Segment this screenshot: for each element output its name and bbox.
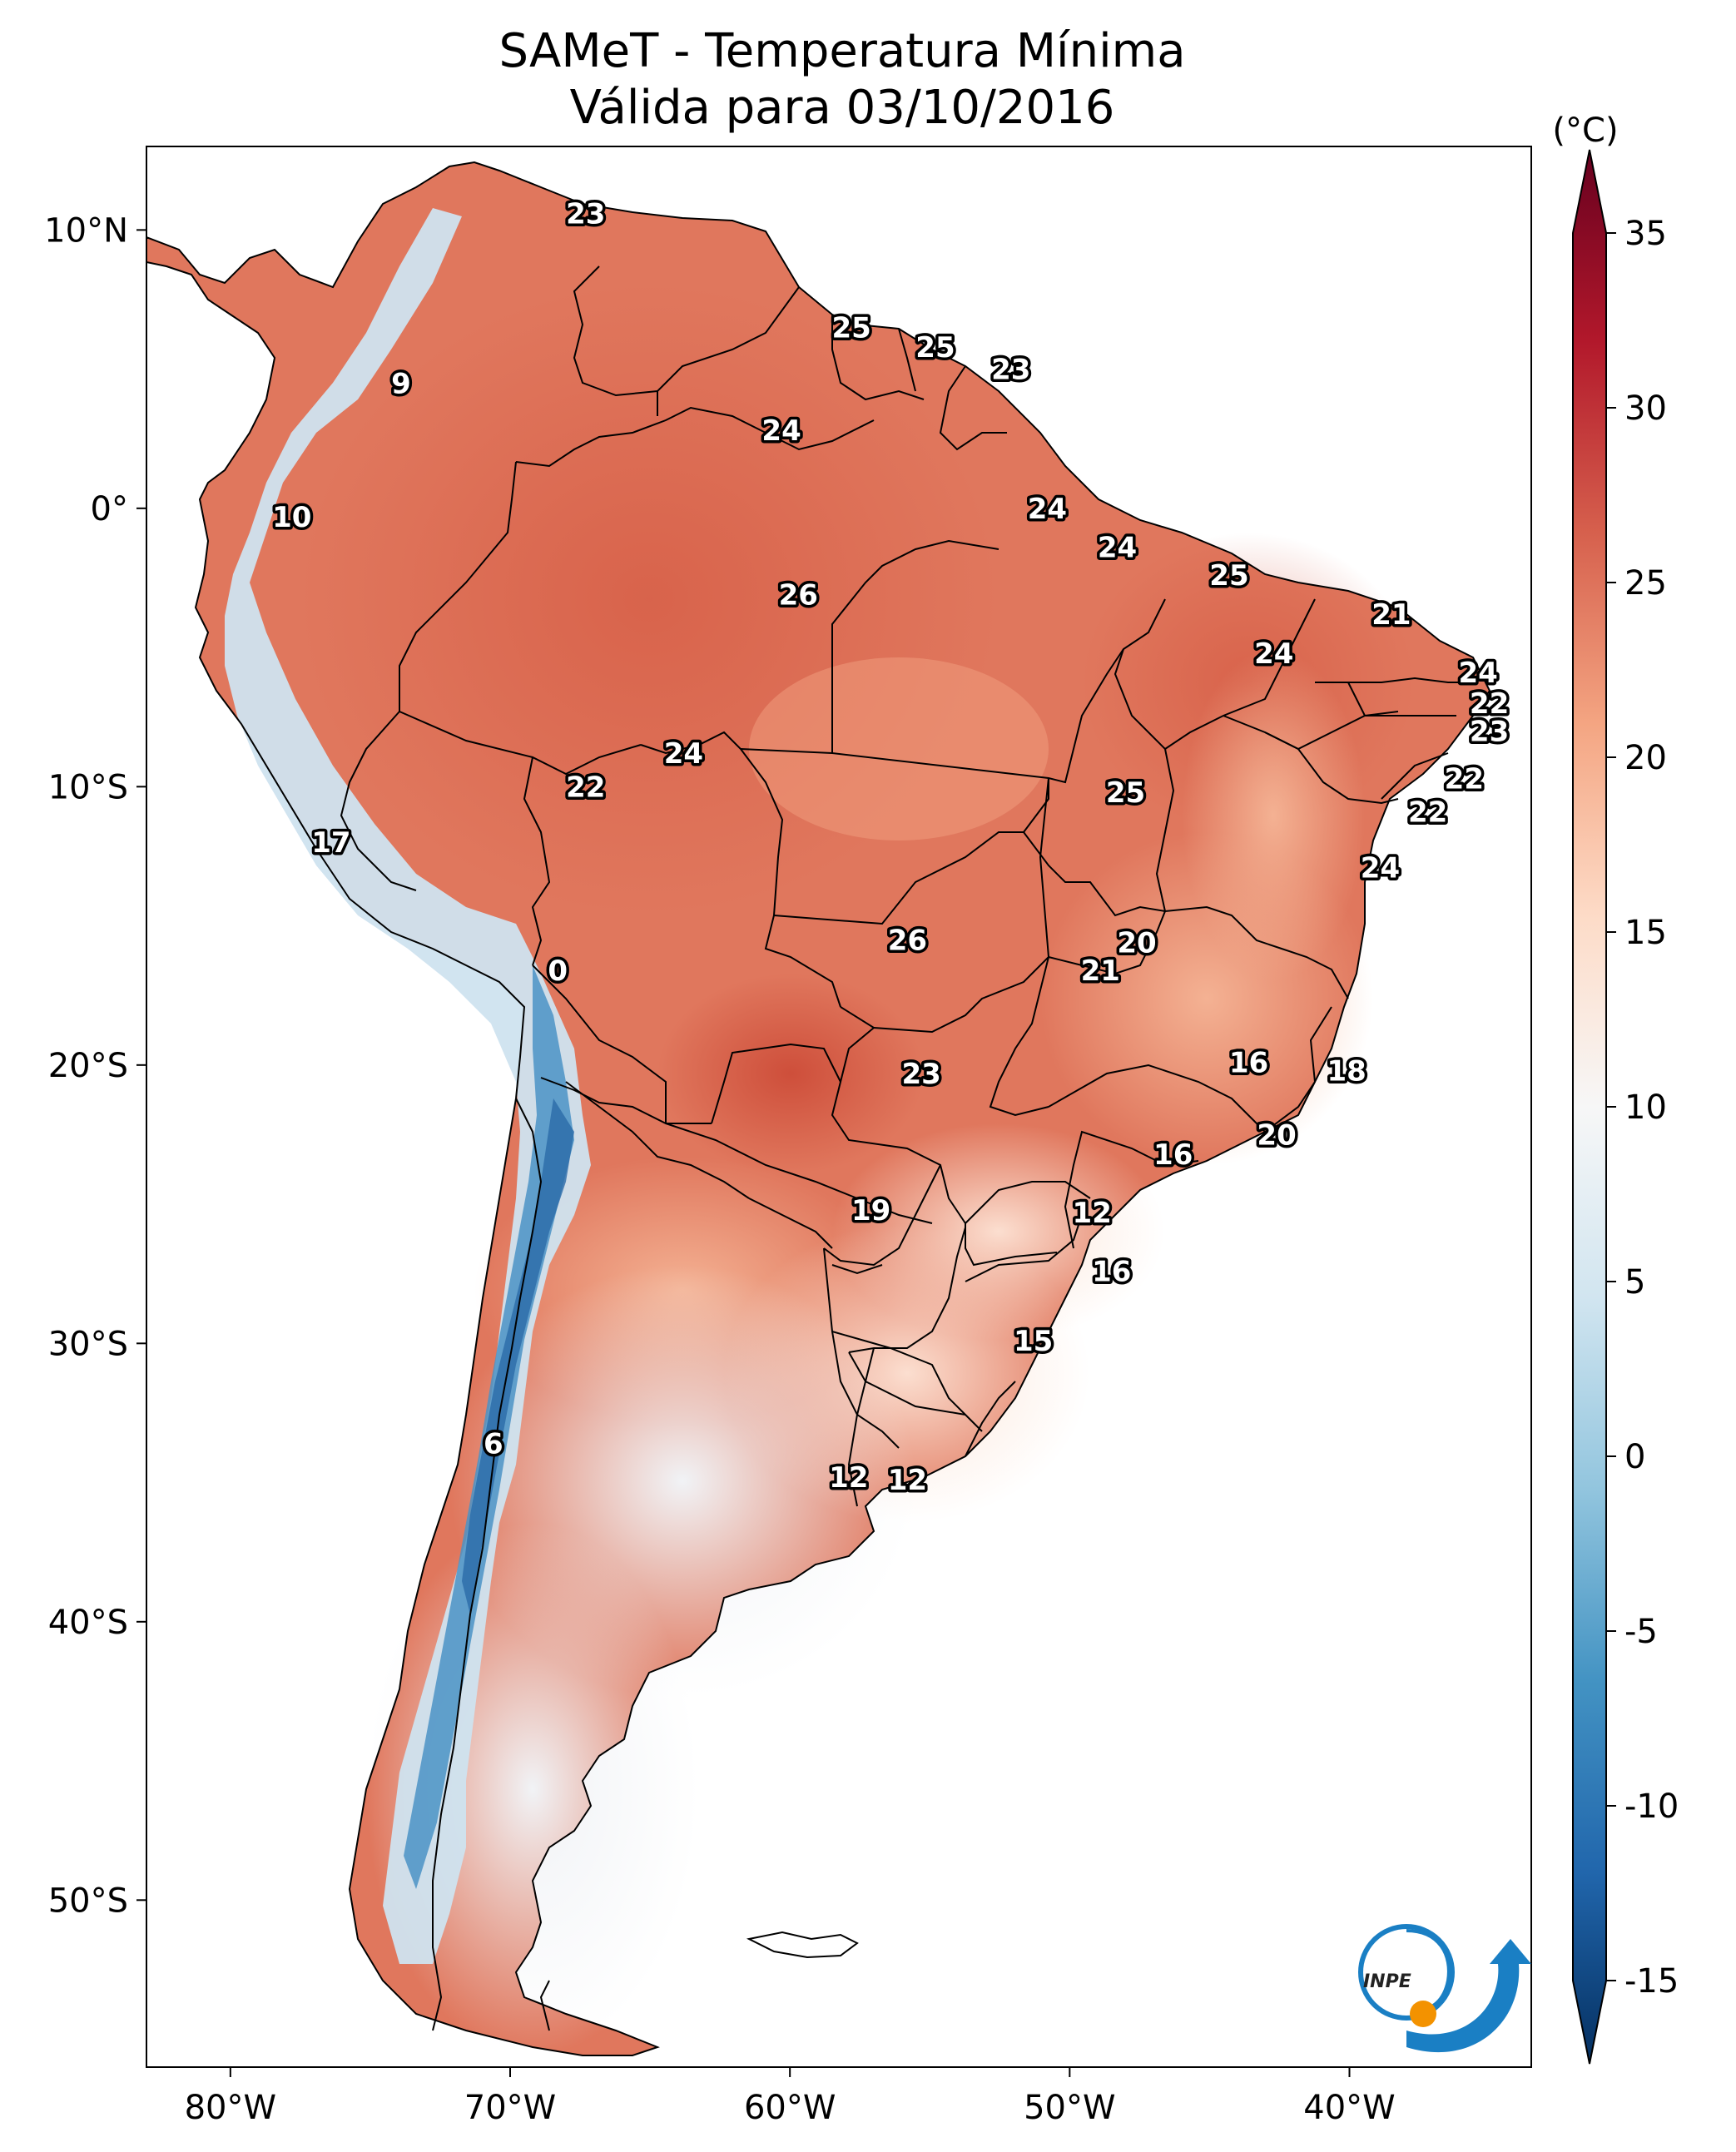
lat-tick-label: 10°S — [48, 768, 128, 806]
temperature-label: 24 — [664, 737, 703, 771]
lat-tick-label: 10°N — [44, 211, 128, 250]
temperature-label: 24 — [1028, 493, 1067, 526]
temperature-label: 6 — [484, 1428, 503, 1461]
colorbar-tick-label: 35 — [1624, 215, 1667, 253]
lat-tick-label: 20°S — [48, 1047, 128, 1085]
colorbar-tick-label: -15 — [1624, 1962, 1679, 2001]
lon-tick-label: 40°W — [1303, 2089, 1395, 2127]
title-line-2: Válida para 03/10/2016 — [569, 81, 1115, 135]
temperature-label: 12 — [1073, 1197, 1112, 1230]
colorbar-tick-label: 5 — [1624, 1263, 1645, 1302]
political-boundaries — [146, 161, 1491, 2056]
temperature-label: 23 — [1470, 715, 1509, 748]
temperature-label: 26 — [779, 579, 818, 612]
temperature-label: 15 — [1014, 1325, 1053, 1358]
temperature-label: 12 — [829, 1461, 868, 1495]
temperature-label: 16 — [1092, 1255, 1131, 1288]
lon-tick-label: 60°W — [744, 2089, 836, 2127]
temperature-label: 12 — [888, 1464, 927, 1497]
colorbar-tick-label: -5 — [1624, 1613, 1658, 1651]
colorbar-bar — [1572, 149, 1607, 2065]
colorbar-tick-label: 25 — [1624, 564, 1667, 602]
colorbar-tick-label: 10 — [1624, 1088, 1667, 1127]
map-title: SAMeT - Temperatura Mínima Válida para 0… — [150, 23, 1535, 136]
temperature-label: 16 — [1229, 1046, 1268, 1079]
temperature-label: 10 — [272, 501, 311, 534]
temperature-label: 26 — [888, 924, 927, 957]
temperature-label: 23 — [566, 197, 605, 231]
temperature-label: 22 — [1408, 796, 1447, 829]
temperature-label: 22 — [1445, 762, 1484, 796]
temperature-label: 25 — [1209, 559, 1248, 593]
colorbar-ticks: 35 30 25 20 15 10 5 0 -5 -10 -15 — [1606, 215, 1679, 2001]
temperature-label: 20 — [1257, 1118, 1296, 1152]
temperature-label: 22 — [566, 771, 605, 804]
lat-tick-label: 50°S — [48, 1882, 128, 1920]
temperature-label: 23 — [902, 1058, 941, 1091]
temperature-label: 24 — [1254, 637, 1293, 671]
colorbar-tick-label: 0 — [1624, 1438, 1645, 1476]
temperature-label: 18 — [1327, 1055, 1366, 1088]
colorbar-unit-label: (°C) — [1552, 112, 1618, 150]
colorbar-tick-label: 15 — [1624, 914, 1667, 952]
lat-tick-label: 0° — [91, 490, 128, 528]
temperature-label: 19 — [851, 1194, 890, 1227]
temperature-label: 24 — [1458, 657, 1497, 690]
lon-tick-label: 70°W — [464, 2089, 556, 2127]
colorbar: (°C) 35 30 25 20 15 10 5 0 -5 -10 -15 — [1552, 112, 1679, 2065]
colorbar-tick-label: 20 — [1624, 739, 1667, 777]
longitude-axis: 80°W 70°W 60°W 50°W 40°W — [185, 2067, 1396, 2127]
temperature-label: 25 — [915, 331, 955, 364]
title-line-1: SAMeT - Temperatura Mínima — [498, 24, 1186, 78]
latitude-axis: 10°N 0° 10°S 20°S 30°S 40°S 50°S — [44, 211, 146, 1920]
temperature-label: 0 — [548, 955, 568, 988]
temperature-label: 17 — [311, 826, 350, 860]
lon-tick-label: 80°W — [185, 2089, 276, 2127]
temperature-label: 25 — [1106, 776, 1145, 810]
logo-arrow-icon — [1406, 1939, 1531, 2053]
lon-tick-label: 50°W — [1024, 2089, 1115, 2127]
temperature-label: 24 — [761, 414, 801, 448]
temperature-label: 22 — [1470, 687, 1509, 721]
logo-ring-icon — [1358, 1924, 1455, 2021]
inpe-logo: INPE — [1358, 1924, 1531, 2053]
temperature-label: 21 — [1371, 598, 1411, 632]
map-area — [146, 161, 1491, 2056]
falkland-islands — [746, 1931, 859, 1959]
temperature-label: 25 — [831, 311, 870, 345]
temperature-label: 21 — [1081, 955, 1120, 988]
logo-text: INPE — [1363, 1971, 1411, 1992]
temperature-label: 24 — [1361, 851, 1400, 885]
temperature-label: 24 — [1098, 532, 1137, 565]
lat-tick-label: 30°S — [48, 1325, 128, 1363]
temperature-label: 16 — [1153, 1138, 1193, 1172]
lat-tick-label: 40°S — [48, 1604, 128, 1642]
temperature-label: 23 — [991, 354, 1030, 387]
colorbar-tick-label: 30 — [1624, 389, 1667, 428]
temperature-label: 20 — [1117, 927, 1156, 960]
colorbar-tick-label: -10 — [1624, 1788, 1679, 1826]
logo-orange-dot-icon — [1410, 2001, 1436, 2027]
temperature-label: 9 — [391, 367, 411, 400]
